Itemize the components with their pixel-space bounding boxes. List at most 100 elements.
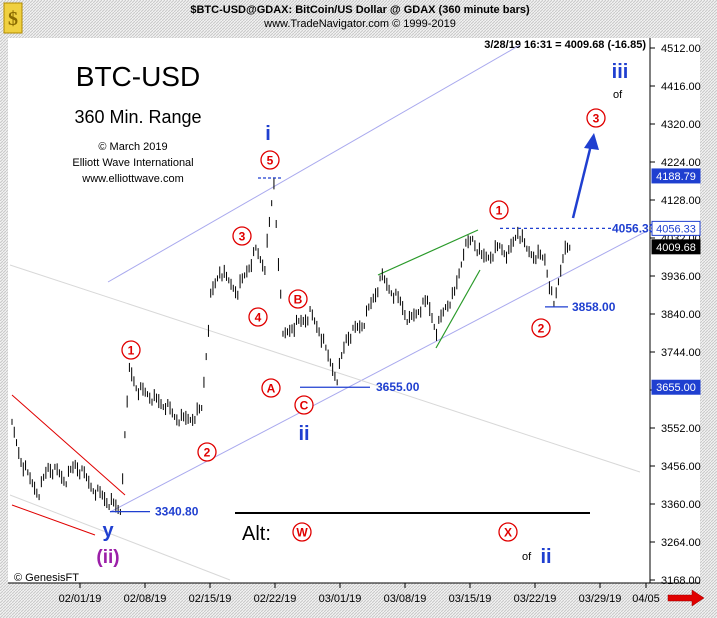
alt-label: Alt: bbox=[242, 523, 271, 545]
trade-navigator-logo: $ bbox=[3, 2, 23, 34]
wave-2-label: 2 bbox=[204, 446, 211, 460]
y-tick-label: 3456.00 bbox=[661, 461, 701, 473]
gray-trend-line-1 bbox=[9, 264, 641, 473]
price-flag bbox=[651, 168, 701, 184]
y-tick-label: 4320.00 bbox=[661, 119, 701, 131]
y-tick-label: 4224.00 bbox=[661, 157, 701, 169]
y-axis-area bbox=[650, 38, 700, 583]
wave-c-label: C bbox=[300, 399, 309, 413]
y-tick-label: 3360.00 bbox=[661, 499, 701, 511]
price-flag-label: 4009.68 bbox=[656, 242, 696, 254]
panel-url: www.elliottwave.com bbox=[81, 173, 183, 185]
y-tick-label: 4128.00 bbox=[661, 195, 701, 207]
green-wedge-upper bbox=[377, 229, 479, 276]
level-label: 4056.33 bbox=[612, 221, 656, 235]
wave-x-label-circle bbox=[498, 522, 518, 542]
wave-1-label: 1 bbox=[496, 204, 503, 218]
wave-c-label-circle bbox=[294, 395, 314, 415]
y-tick-label: 3936.00 bbox=[661, 271, 701, 283]
wave-i-label: i bbox=[265, 123, 271, 145]
y-axis-ticks: 4512.004416.004320.004224.004128.004032.… bbox=[650, 43, 701, 587]
channel-upper-line bbox=[107, 44, 521, 283]
wave-5-label-circle bbox=[260, 150, 280, 170]
price-flag bbox=[651, 220, 701, 236]
level-lines: 4056.33 3858.00 3655.00 3340.80 bbox=[110, 221, 656, 519]
of-label-1: of bbox=[613, 89, 623, 101]
wave-b-label: B bbox=[294, 293, 303, 307]
wave-2-label-circle bbox=[197, 442, 217, 462]
y-tick-label: 3840.00 bbox=[661, 309, 701, 321]
channel-lower-line bbox=[109, 231, 646, 513]
level-label: 3655.00 bbox=[376, 380, 420, 394]
genesis-credit: © GenesisFT bbox=[14, 572, 79, 584]
y-tick-label: 4512.00 bbox=[661, 43, 701, 55]
price-readout: 3/28/19 16:31 = 4009.68 (-16.85) bbox=[484, 39, 646, 51]
panel-symbol: BTC-USD bbox=[76, 61, 200, 92]
red-wedge-upper bbox=[11, 394, 126, 496]
wave-3-label-circle bbox=[232, 226, 252, 246]
wave-x-label: X bbox=[504, 526, 512, 540]
wave-2-label-circle bbox=[531, 318, 551, 338]
x-tick-label: 02/15/19 bbox=[189, 593, 232, 605]
price-flag-label: 4188.79 bbox=[656, 171, 696, 183]
wave-y-label: y bbox=[102, 520, 114, 542]
wave-a-label: A bbox=[267, 382, 276, 396]
y-tick-label: 4416.00 bbox=[661, 81, 701, 93]
x-tick-label: 02/22/19 bbox=[254, 593, 297, 605]
plot-area bbox=[8, 38, 650, 583]
price-flag bbox=[651, 239, 701, 255]
x-tick-label: 03/29/19 bbox=[579, 593, 622, 605]
wave-3-label: 3 bbox=[593, 112, 600, 126]
wave-b-label-circle bbox=[288, 289, 308, 309]
wave-5-label: 5 bbox=[267, 154, 274, 168]
wave-4-label-circle bbox=[248, 307, 268, 327]
y-tick-label: 3552.00 bbox=[661, 423, 701, 435]
of-label-2: of bbox=[522, 551, 532, 563]
next-page-arrow[interactable] bbox=[667, 589, 705, 607]
x-tick-label: 03/22/19 bbox=[514, 593, 557, 605]
wave-iii-label: iii bbox=[612, 61, 629, 83]
svg-text:$: $ bbox=[8, 8, 18, 30]
projection-arrow bbox=[571, 133, 599, 219]
chart-title: $BTC-USD@GDAX: BitCoin/US Dollar @ GDAX … bbox=[190, 4, 530, 16]
panel-copyright: © March 2019 bbox=[98, 141, 167, 153]
price-bars bbox=[11, 177, 571, 515]
wave-3-label: 3 bbox=[239, 230, 246, 244]
x-tick-label: 02/08/19 bbox=[124, 593, 167, 605]
x-tick-label: 03/01/19 bbox=[319, 593, 362, 605]
y-tick-label: 3264.00 bbox=[661, 537, 701, 549]
y-tick-label: 3168.00 bbox=[661, 575, 701, 587]
wave-ii-label: ii bbox=[298, 423, 309, 445]
x-tick-label: 02/01/19 bbox=[59, 593, 102, 605]
wave-paren-ii-label: (ii) bbox=[96, 547, 119, 568]
price-flag-label: 3655.00 bbox=[656, 382, 696, 394]
x-tick-label: 03/08/19 bbox=[384, 593, 427, 605]
y-tick-label: 3744.00 bbox=[661, 347, 701, 359]
green-wedge-lower bbox=[435, 269, 481, 349]
panel-range: 360 Min. Range bbox=[74, 107, 201, 127]
price-flag bbox=[651, 379, 701, 395]
x-tick-label: 03/15/19 bbox=[449, 593, 492, 605]
wave-2-label: 2 bbox=[538, 322, 545, 336]
wave-4-label: 4 bbox=[255, 311, 262, 325]
wave-ii-alt-label: ii bbox=[540, 546, 551, 568]
wave-w-label: W bbox=[296, 526, 308, 540]
price-flag-label: 4056.33 bbox=[656, 223, 696, 235]
level-label: 3858.00 bbox=[572, 300, 616, 314]
red-wedge-lower bbox=[11, 504, 96, 536]
panel-org: Elliott Wave International bbox=[72, 157, 193, 169]
x-axis-ticks: 02/01/19 02/08/19 02/15/19 02/22/19 03/01/19… bbox=[59, 583, 660, 605]
gray-trend-line-2 bbox=[9, 494, 231, 581]
x-tick-label: 04/05 bbox=[632, 593, 660, 605]
wave-1-label-circle bbox=[121, 340, 141, 360]
wave-3-label-circle bbox=[586, 108, 606, 128]
wave-1-label-circle bbox=[489, 200, 509, 220]
wave-a-label-circle bbox=[261, 378, 281, 398]
wave-w-label-circle bbox=[292, 522, 312, 542]
price-flags: 4188.79 4056.33 4009.68 3655.00 bbox=[651, 168, 701, 395]
level-label: 3340.80 bbox=[155, 505, 199, 519]
chart-subtitle: www.TradeNavigator.com © 1999-2019 bbox=[263, 18, 456, 30]
